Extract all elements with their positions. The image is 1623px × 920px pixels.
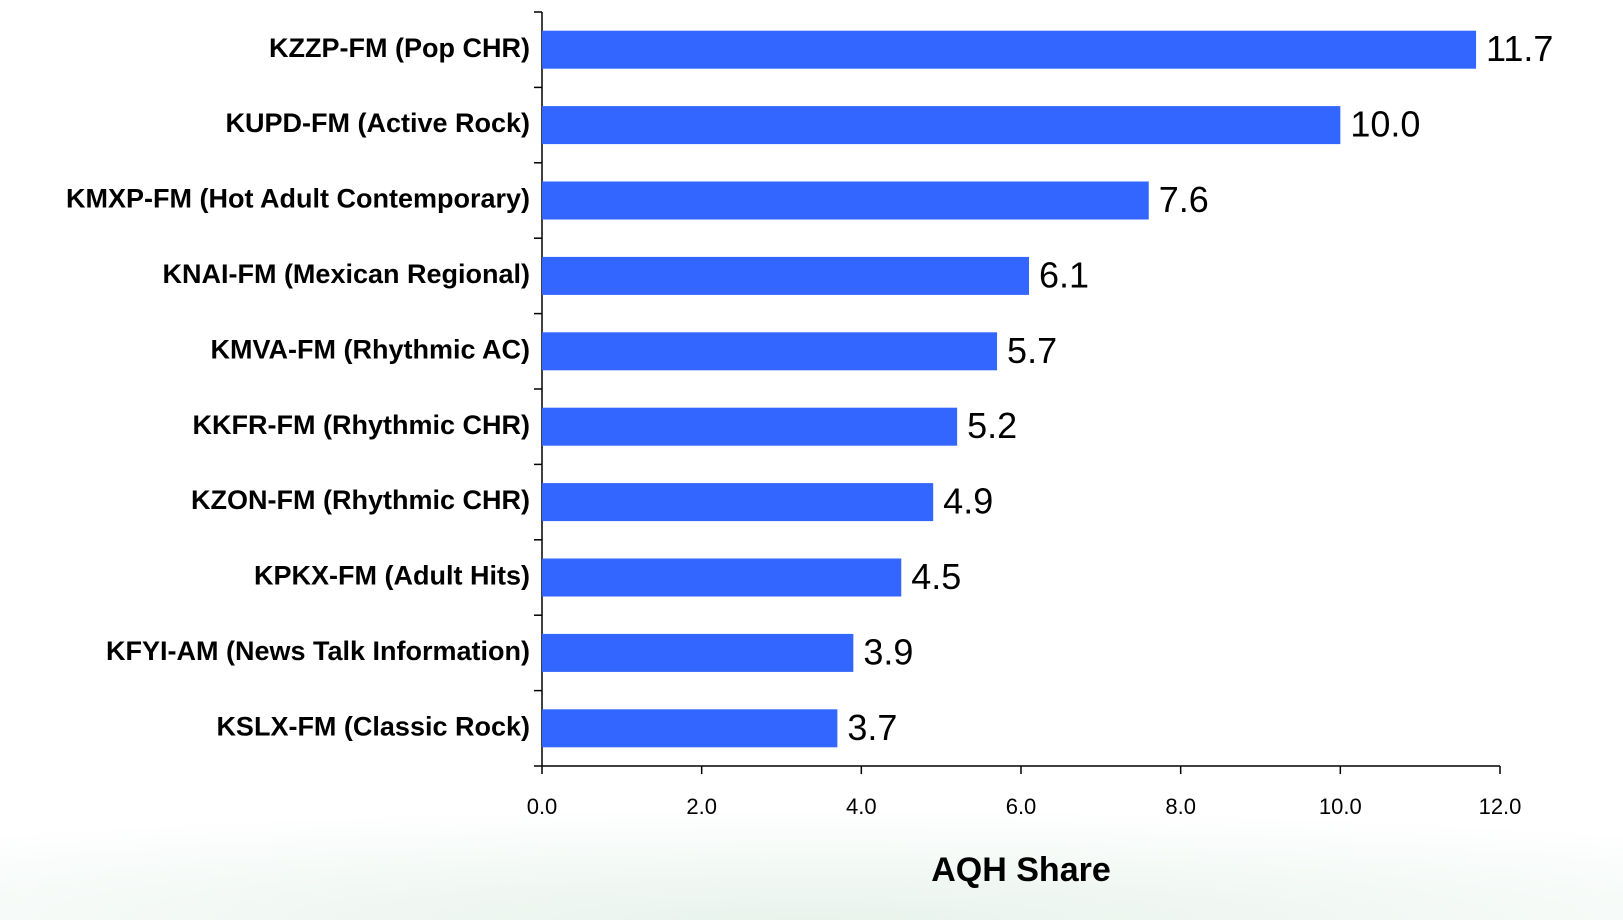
x-tick-label: 8.0 — [1165, 794, 1196, 819]
category-label: KFYI-AM (News Talk Information) — [106, 636, 530, 666]
bar — [542, 106, 1341, 145]
value-label: 7.6 — [1159, 179, 1209, 220]
x-tick-label: 4.0 — [846, 794, 877, 819]
category-label: KSLX-FM (Classic Rock) — [216, 711, 530, 741]
value-label: 5.7 — [1007, 330, 1057, 371]
value-label: 4.9 — [943, 481, 993, 522]
category-label: KNAI-FM (Mexican Regional) — [162, 259, 530, 289]
x-axis-title: AQH Share — [931, 851, 1111, 889]
category-label: KKFR-FM (Rhythmic CHR) — [193, 410, 530, 440]
value-label: 4.5 — [911, 556, 961, 597]
background-decoration — [0, 780, 1623, 920]
value-label: 10.0 — [1350, 104, 1420, 145]
bar — [542, 709, 838, 748]
bar — [542, 407, 958, 446]
value-label: 3.9 — [863, 631, 913, 672]
category-label: KPKX-FM (Adult Hits) — [254, 561, 530, 591]
x-tick-label: 6.0 — [1006, 794, 1037, 819]
bar — [542, 30, 1477, 69]
value-label: 11.7 — [1486, 28, 1553, 69]
category-label: KUPD-FM (Active Rock) — [225, 108, 530, 138]
bar — [542, 332, 998, 371]
category-label: KZON-FM (Rhythmic CHR) — [191, 485, 530, 515]
bar — [542, 483, 934, 522]
x-tick-label: 2.0 — [686, 794, 717, 819]
x-tick-label: 10.0 — [1319, 794, 1362, 819]
x-tick-label: 12.0 — [1479, 794, 1522, 819]
bar — [542, 181, 1149, 220]
value-label: 6.1 — [1039, 254, 1089, 295]
bar — [542, 633, 854, 672]
bar — [542, 256, 1029, 295]
value-label: 3.7 — [847, 707, 897, 748]
category-label: KMXP-FM (Hot Adult Contemporary) — [66, 184, 530, 214]
category-label: KMVA-FM (Rhythmic AC) — [211, 334, 530, 364]
x-tick-label: 0.0 — [527, 794, 558, 819]
value-label: 5.2 — [967, 405, 1017, 446]
category-label: KZZP-FM (Pop CHR) — [269, 33, 530, 63]
bar — [542, 558, 902, 597]
